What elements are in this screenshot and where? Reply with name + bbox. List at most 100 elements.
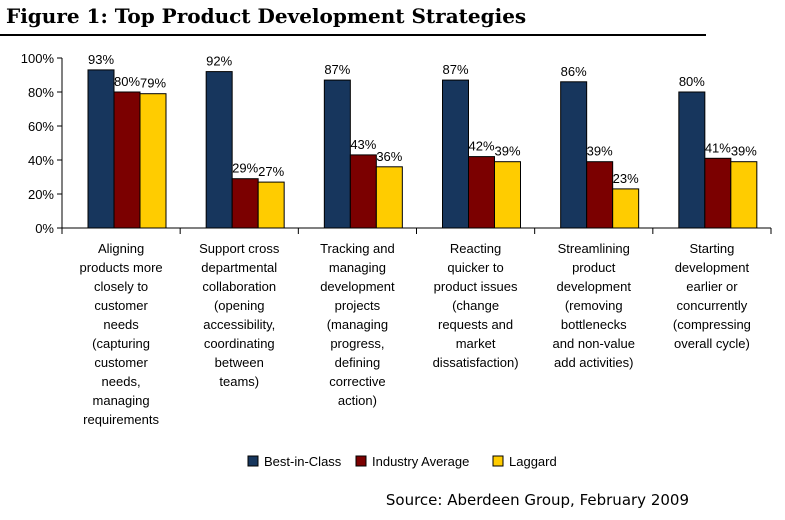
bar-chart: 0%20%40%60%80%100% 93%80% 79%Aligning produ… (21, 51, 772, 469)
category-label-line: accessibility, (203, 317, 275, 332)
bar-best-in-class (87, 69, 115, 229)
category-label-line: needs, (102, 374, 141, 389)
category-label-line: progress, (330, 336, 384, 351)
bar-industry-average (704, 157, 732, 229)
data-label-laggard: 23% (613, 171, 639, 186)
category-label: Streamlining product development (removing b… (553, 241, 635, 370)
bar-laggard (139, 93, 167, 229)
category-label-line: earlier or (686, 279, 738, 294)
category-label-line: (opening (214, 298, 265, 313)
category-label-line: products more (80, 260, 163, 275)
bar-industry-average (586, 161, 614, 229)
data-label-industry-average: 29% (232, 161, 258, 176)
y-tick-label: 0% (35, 221, 54, 236)
category-label-line: action) (338, 393, 377, 408)
data-label-laggard: 36% (376, 149, 402, 164)
data-label-best-in-class: 80% (679, 74, 705, 89)
category-label-line: add activities) (554, 355, 633, 370)
data-label-industry-average: 41% (705, 140, 731, 155)
category-label-line: projects (335, 298, 381, 313)
category-label: Reacting quicker to product issues (change r… (433, 241, 519, 370)
bar-laggard (257, 181, 285, 229)
category-label-line: (compressing (673, 317, 751, 332)
category-label-line: development (320, 279, 395, 294)
category-label-line: customer (94, 355, 148, 370)
data-label-best-in-class: 93% (88, 52, 114, 67)
category-label-line: departmental (201, 260, 277, 275)
category-label-line: teams) (219, 374, 259, 389)
category-label-line: closely to (94, 279, 148, 294)
legend-label-industry-average: Industry Average (372, 454, 469, 469)
data-label-laggard: 39% (494, 144, 520, 159)
data-label-best-in-class: 86% (561, 64, 587, 79)
category-label-line: and non-value (553, 336, 635, 351)
category-label-line: requests and (438, 317, 513, 332)
category-label-line: market (456, 336, 496, 351)
legend-label-best-in-class: Best-in-Class (264, 454, 342, 469)
source-note: Source: Aberdeen Group, February 2009 (385, 491, 689, 509)
category-label-line: requirements (83, 412, 159, 427)
category-label-line: customer (94, 298, 148, 313)
bar-industry-average (468, 156, 495, 229)
data-label-industry-average: 43% (350, 137, 376, 152)
bar-best-in-class (442, 79, 469, 229)
category-label-line: Tracking and (320, 241, 395, 256)
category-label-line: defining (335, 355, 381, 370)
bar-industry-average (113, 91, 141, 229)
category-label-line: (change (452, 298, 499, 313)
bar-best-in-class (560, 81, 588, 229)
bar-laggard (494, 161, 521, 229)
category-label-line: Starting (690, 241, 735, 256)
category-label: Aligning products more closely to customer n… (80, 241, 163, 427)
category-label-line: concurrently (677, 298, 748, 313)
figure-title: Figure 1: Top Product Development Strate… (6, 4, 527, 28)
y-tick-label: 20% (28, 187, 54, 202)
category-label-line: Aligning (98, 241, 144, 256)
bar-industry-average (349, 154, 377, 229)
category-label-line: managing (329, 260, 386, 275)
title-rule (0, 34, 706, 36)
category-label-line: corrective (329, 374, 385, 389)
legend-label-laggard: Laggard (509, 454, 557, 469)
bar-best-in-class (678, 91, 706, 229)
category-label-line: product (572, 260, 616, 275)
category-label-line: Reacting (450, 241, 501, 256)
category-label-line: Streamlining (558, 241, 630, 256)
legend-swatch-laggard (492, 455, 504, 467)
bar-laggard (730, 161, 758, 229)
y-tick-label: 100% (21, 51, 55, 66)
data-label-industry-average: 80% (114, 74, 140, 89)
legend-swatch-best-in-class (247, 455, 259, 467)
category-label-line: (managing (327, 317, 388, 332)
data-label-industry-average: 39% (587, 144, 613, 159)
category-label-line: (removing (565, 298, 623, 313)
category-label-line: development (557, 279, 632, 294)
category-label-line: quicker to (447, 260, 503, 275)
category-label-line: bottlenecks (561, 317, 627, 332)
category-label-line: needs (103, 317, 139, 332)
category-label-line: collaboration (202, 279, 276, 294)
data-label-best-in-class: 87% (324, 62, 350, 77)
category-label-line: development (675, 260, 750, 275)
bar-laggard (612, 188, 640, 229)
legend-swatch-industry-average (355, 455, 367, 467)
bar-best-in-class (205, 71, 233, 229)
y-tick-label: 60% (28, 119, 54, 134)
category-label: Tracking and managing development projects (… (320, 241, 395, 408)
data-label-industry-average: 42% (468, 139, 494, 154)
data-label-best-in-class: 87% (442, 62, 468, 77)
y-tick-label: 40% (28, 153, 54, 168)
data-label-laggard: 39% (731, 144, 757, 159)
data-label-best-in-class: 92% (206, 54, 232, 69)
bar-best-in-class (323, 79, 351, 229)
category-label-line: (capturing (92, 336, 150, 351)
category-label: Starting development earlier or concurrentl… (673, 241, 751, 351)
category-label-line: product issues (434, 279, 518, 294)
bar-industry-average (231, 178, 259, 229)
bar-laggard (375, 166, 403, 229)
category-label-line: overall cycle) (674, 336, 750, 351)
data-label-laggard: 79% (140, 76, 166, 91)
category-label-line: Support cross (199, 241, 280, 256)
category-label: Support cross departmental collaboration (o… (199, 241, 280, 389)
category-label-line: coordinating (204, 336, 275, 351)
